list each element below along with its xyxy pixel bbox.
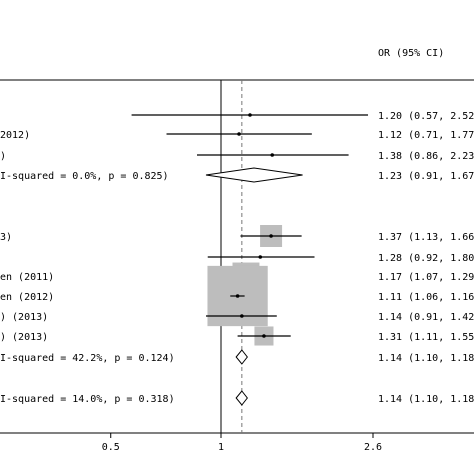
ci-text: 1.28 (0.92, 1.80) (378, 253, 474, 264)
study-label: en (2011) (0, 272, 54, 283)
ci-text: 1.20 (0.57, 2.52) (378, 111, 474, 122)
point-estimate (258, 255, 263, 259)
plot-frame (0, 79, 474, 434)
point-estimate (270, 153, 275, 157)
study-label: I-squared = 0.0%, p = 0.825) (0, 171, 169, 182)
study-row: 3) 1.37 (1.13, 1.66) (0, 225, 474, 247)
pooled-diamond (235, 349, 248, 365)
ci-header: OR (95% CI) (378, 48, 444, 59)
pooled-diamond (235, 390, 248, 406)
ci-text: 1.14 (1.10, 1.18) (378, 394, 474, 405)
study-label: 3) (0, 232, 12, 243)
study-row: 2012) 1.12 (0.71, 1.77) (0, 130, 474, 141)
study-rows: 1.20 (0.57, 2.52) 2012) 1.12 (0.71, 1.77))… (0, 111, 474, 406)
ci-text: 1.31 (1.11, 1.55) (378, 332, 474, 343)
pooled-diamond (205, 167, 303, 183)
x-tick-label: 0.5 (102, 442, 120, 453)
point-estimate (269, 234, 273, 238)
point-estimate (248, 113, 252, 117)
ci-text: 1.12 (0.71, 1.77) (378, 130, 474, 141)
point-estimate (262, 334, 266, 338)
study-row: 1.20 (0.57, 2.52) (131, 111, 474, 122)
study-label: ) (2013) (0, 312, 48, 323)
study-label: I-squared = 42.2%, p = 0.124) (0, 353, 175, 364)
ci-text: 1.14 (0.91, 1.42) (378, 312, 474, 323)
study-row: ) (2013) 1.14 (0.91, 1.42) (0, 312, 474, 323)
ci-text: 1.23 (0.91, 1.67) (378, 171, 474, 182)
study-label: en (2012) (0, 292, 54, 303)
x-tick-label: 2.6 (364, 442, 382, 453)
point-estimate (240, 314, 244, 318)
ci-text: 1.14 (1.10, 1.18) (378, 353, 474, 364)
study-row: ) 1.38 (0.86, 2.23) (0, 151, 474, 162)
study-row: 1.28 (0.92, 1.80) (207, 253, 474, 264)
point-estimate (237, 132, 241, 136)
ci-text: 1.37 (1.13, 1.66) (378, 232, 474, 243)
point-estimate (235, 294, 240, 298)
study-label: ) (0, 151, 6, 162)
study-label: ) (2013) (0, 332, 48, 343)
pooled-row: I-squared = 0.0%, p = 0.825) 1.23 (0.91, … (0, 167, 474, 183)
ci-text: 1.38 (0.86, 2.23) (378, 151, 474, 162)
ci-text: 1.11 (1.06, 1.16) (378, 292, 474, 303)
study-row: ) (2013) 1.31 (1.11, 1.55) (0, 326, 474, 346)
study-label: 2012) (0, 130, 30, 141)
ci-text: 1.17 (1.07, 1.29) (378, 272, 474, 283)
x-tick-label: 1 (218, 442, 224, 453)
x-ticks: 0.5 1 2.6 (102, 433, 382, 453)
study-label: I-squared = 14.0%, p = 0.318) (0, 394, 175, 405)
pooled-row: I-squared = 42.2%, p = 0.124) 1.14 (1.10,… (0, 349, 474, 365)
pooled-row: I-squared = 14.0%, p = 0.318) 1.14 (1.10,… (0, 390, 474, 406)
